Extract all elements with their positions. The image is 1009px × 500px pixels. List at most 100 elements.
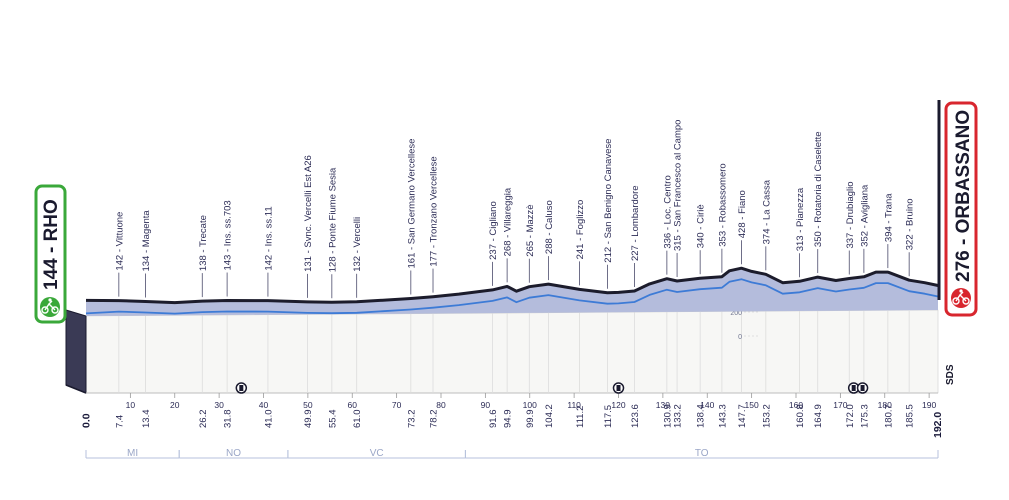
waypoint-label: 265 - Mazzè [525,204,536,256]
waypoint-label: 428 - Fiano [737,190,748,238]
waypoint-km-label: 61.0 [352,410,363,429]
km-axis-tick-label: 10 [126,400,136,410]
waypoint-km-label: 55.4 [327,410,338,429]
waypoint-label: 142 - Vittuone [114,212,125,271]
waypoint-label: 337 - Drubiaglio [845,181,856,248]
profile-top-line [85,266,939,305]
waypoint-km-label: 164.9 [813,404,824,428]
waypoint-km-label: 130.9 [662,404,673,428]
waypoint-km-label: 147.7 [737,404,748,428]
waypoint-km-label: 180.7 [883,404,894,428]
km-axis-tick-label: 60 [348,400,358,410]
km-axis-tick-label: 80 [436,400,446,410]
waypoint-km-label: 26.2 [198,410,209,429]
railway-crossing-icon-inner [851,385,856,391]
sponsor-logo-text: SDS [945,364,956,385]
km-axis-tick-label: 50 [303,400,313,410]
waypoint-label: 313 - Pianezza [795,187,806,251]
waypoint-label: 322 - Bruino [905,198,916,250]
waypoint-label: 161 - San Germano Vercellese [406,139,417,269]
finish-bike-icon [951,288,971,308]
profile-area [85,266,939,316]
finish-badge: 276 - ORBASSANO [937,100,978,317]
waypoint-label: 134 - Magenta [141,210,152,272]
profile-side-face [65,309,87,394]
waypoint-km-label: 117.5 [603,405,614,428]
waypoint-km-label: 185.5 [905,404,916,428]
region-bar: MI NO VC TO [85,448,939,459]
km-axis-tick-label: 90 [481,400,491,410]
waypoint-label: 131 - Svnc. Vercelli Est A26 [303,155,314,272]
km-axis: 10 20 30 40 50 60 70 80 90 100 110 120 130 140 150 160 1… [126,393,936,410]
waypoint-label: 142 - Ins. ss.11 [263,206,274,270]
altitude-tick-label: 200 [730,310,742,317]
start-label: 144 - RHO [41,199,62,290]
waypoint-km-label: 123.6 [630,404,641,428]
waypoint-label: 268 - Villareggia [503,187,514,256]
waypoint-label: 128 - Ponte Fiume Sesia [327,167,338,272]
waypoint-label: 374 - La Cassa [761,179,772,244]
km-axis-tick-label: 160 [789,400,803,410]
waypoint-label: 138 - Trecate [198,215,209,271]
region-label: NO [226,448,241,459]
profile-base-edge [65,384,87,394]
altitude-tick-label: 0 [738,334,742,341]
km-axis-tick-label: 70 [392,400,402,410]
waypoint-km-label: 78.2 [429,410,440,429]
railway-crossing-icon-inner [860,385,865,391]
waypoint-label: 340 - Ciriè [696,204,707,248]
waypoint-label: 352 - Avigliana [859,184,870,247]
waypoint-km-label: 94.9 [503,410,514,429]
region-label: MI [127,448,138,459]
start-badge: 144 - RHO [34,184,67,324]
waypoint-label: 288 - Caluso [544,200,555,254]
waypoint-label: 237 - Cigliano [488,201,499,260]
km-axis-tick-label: 150 [745,400,759,410]
railway-crossing-icon-inner [239,385,244,391]
markers [235,382,869,394]
waypoint-km-label: 172.0 [845,404,856,428]
waypoint-km-label: 73.2 [406,410,417,429]
waypoint-label: 336 - Loc. Centro [662,175,673,248]
waypoint-km-label: 153.2 [761,404,772,428]
km-axis-tick-label: 40 [259,400,269,410]
waypoint-label: 394 - Trana [883,193,894,242]
waypoint-label: 315 - San Francesco al Campo [673,120,684,251]
km-axis-tick-label: 130 [656,400,670,410]
km-axis-tick-label: 100 [523,400,537,410]
waypoint-label: 177 - Tronzano Vercellese [429,156,440,266]
waypoint-label: 227 - Lombardore [630,185,641,261]
km-axis-tick-label: 20 [170,400,180,410]
waypoint-km-label: 91.6 [488,410,499,429]
region-label: VC [370,448,384,459]
waypoint-label: 212 - San Benigno Canavese [603,139,614,263]
waypoint-km-label: 143.3 [717,404,728,428]
railway-crossing-icon-inner [616,385,621,391]
waypoint-km-label: 138.4 [696,404,707,428]
start-km-label: 0.0 [81,413,93,428]
waypoint-km-label: 160.8 [795,404,806,428]
waypoint-km-label: 104.2 [544,404,555,428]
km-axis-tick-label: 190 [922,400,936,410]
start-bike-icon [40,297,60,317]
waypoint-km-label: 13.4 [141,410,152,429]
waypoint-km-label: 111.2 [575,406,586,428]
km-axis-tick-label: 120 [611,400,625,410]
waypoint-label: 132 - Vercelli [352,217,363,272]
waypoints: 142 - Vittuone 7.4 134 - Magenta 13.4 138 - … [81,120,916,428]
waypoint-km-label: 41.0 [263,410,274,429]
profile-back-face [85,309,939,394]
waypoint-label: 241 - Foglizzo [575,200,586,260]
waypoint-label: 350 - Rotatoria di Caselette [813,131,824,247]
km-axis-tick-label: 30 [214,400,224,410]
waypoint-km-label: 49.9 [303,410,314,429]
waypoint-km-label: 133.2 [673,404,684,428]
waypoint-label: 143 - Ins. ss.703 [223,200,234,270]
finish-label: 276 - ORBASSANO [953,110,974,282]
km-axis-tick-label: 170 [833,400,847,410]
road-line [85,278,939,315]
km-axis-tick-label: 140 [700,400,714,410]
profile-base [65,309,939,394]
